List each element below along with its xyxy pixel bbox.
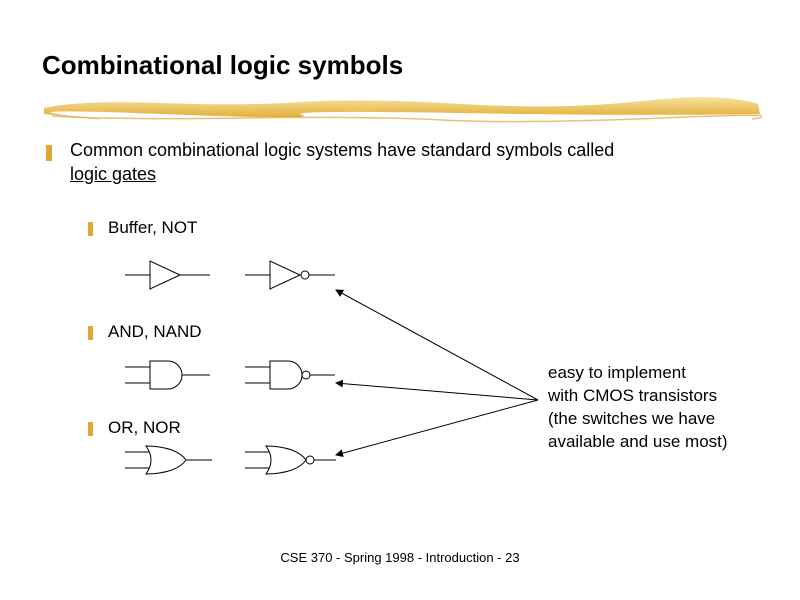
buffer-gate-icon bbox=[120, 255, 220, 295]
intro-line1: Common combinational logic systems have … bbox=[70, 140, 614, 161]
and-gate-icon bbox=[120, 355, 220, 395]
annotation-line: with CMOS transistors bbox=[548, 385, 728, 408]
slide-footer: CSE 370 - Spring 1998 - Introduction - 2… bbox=[0, 550, 800, 565]
annotation-line: (the switches we have bbox=[548, 408, 728, 431]
slide-title: Combinational logic symbols bbox=[42, 50, 403, 81]
intro-line2: logic gates bbox=[70, 164, 156, 185]
annotation-line: available and use most) bbox=[548, 431, 728, 454]
bullet-lvl2-icon bbox=[88, 222, 96, 236]
not-gate-icon bbox=[240, 255, 340, 295]
slide: Combinational logic symbols Common combi… bbox=[0, 0, 800, 600]
nand-gate-icon bbox=[240, 355, 340, 395]
annotation-arrows bbox=[0, 0, 800, 600]
annotation-line: easy to implement bbox=[548, 362, 728, 385]
nor-gate-icon bbox=[240, 440, 340, 480]
bullet-lvl2-icon bbox=[88, 326, 96, 340]
item-label-and-nand: AND, NAND bbox=[108, 322, 202, 342]
bullet-lvl2-icon bbox=[88, 422, 96, 436]
item-label-or-nor: OR, NOR bbox=[108, 418, 181, 438]
bullet-lvl1-icon bbox=[46, 145, 56, 161]
or-gate-icon bbox=[120, 440, 220, 480]
title-underline bbox=[42, 96, 762, 126]
annotation-text: easy to implement with CMOS transistors … bbox=[548, 362, 728, 454]
item-label-buffer-not: Buffer, NOT bbox=[108, 218, 197, 238]
